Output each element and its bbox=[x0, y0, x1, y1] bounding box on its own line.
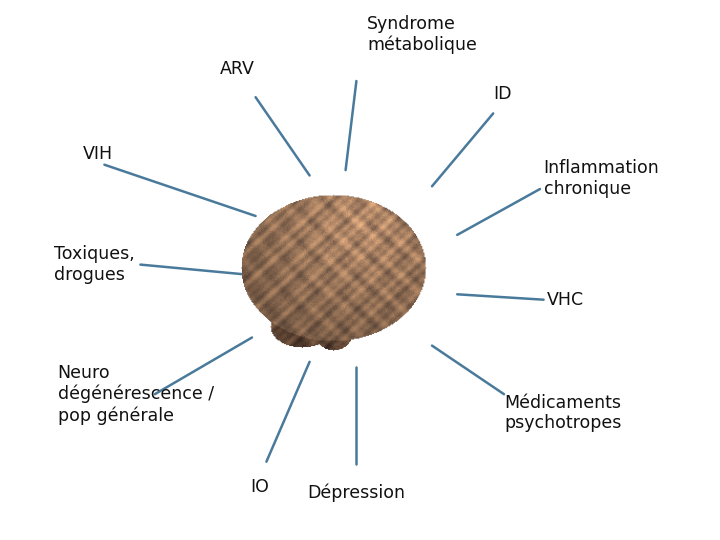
Text: VHC: VHC bbox=[547, 291, 585, 309]
Text: Neuro
dégénérescence /
pop générale: Neuro dégénérescence / pop générale bbox=[58, 364, 214, 424]
Text: Syndrome
métabolique: Syndrome métabolique bbox=[367, 15, 477, 54]
Text: Médicaments
psychotropes: Médicaments psychotropes bbox=[504, 394, 621, 433]
Text: Inflammation
chronique: Inflammation chronique bbox=[544, 159, 660, 198]
Text: ID: ID bbox=[493, 85, 512, 103]
Text: Dépression: Dépression bbox=[307, 483, 405, 502]
Text: ARV: ARV bbox=[220, 60, 255, 78]
Text: IO: IO bbox=[250, 478, 269, 496]
Text: VIH: VIH bbox=[83, 145, 113, 163]
Text: Toxiques,
drogues: Toxiques, drogues bbox=[54, 245, 135, 284]
